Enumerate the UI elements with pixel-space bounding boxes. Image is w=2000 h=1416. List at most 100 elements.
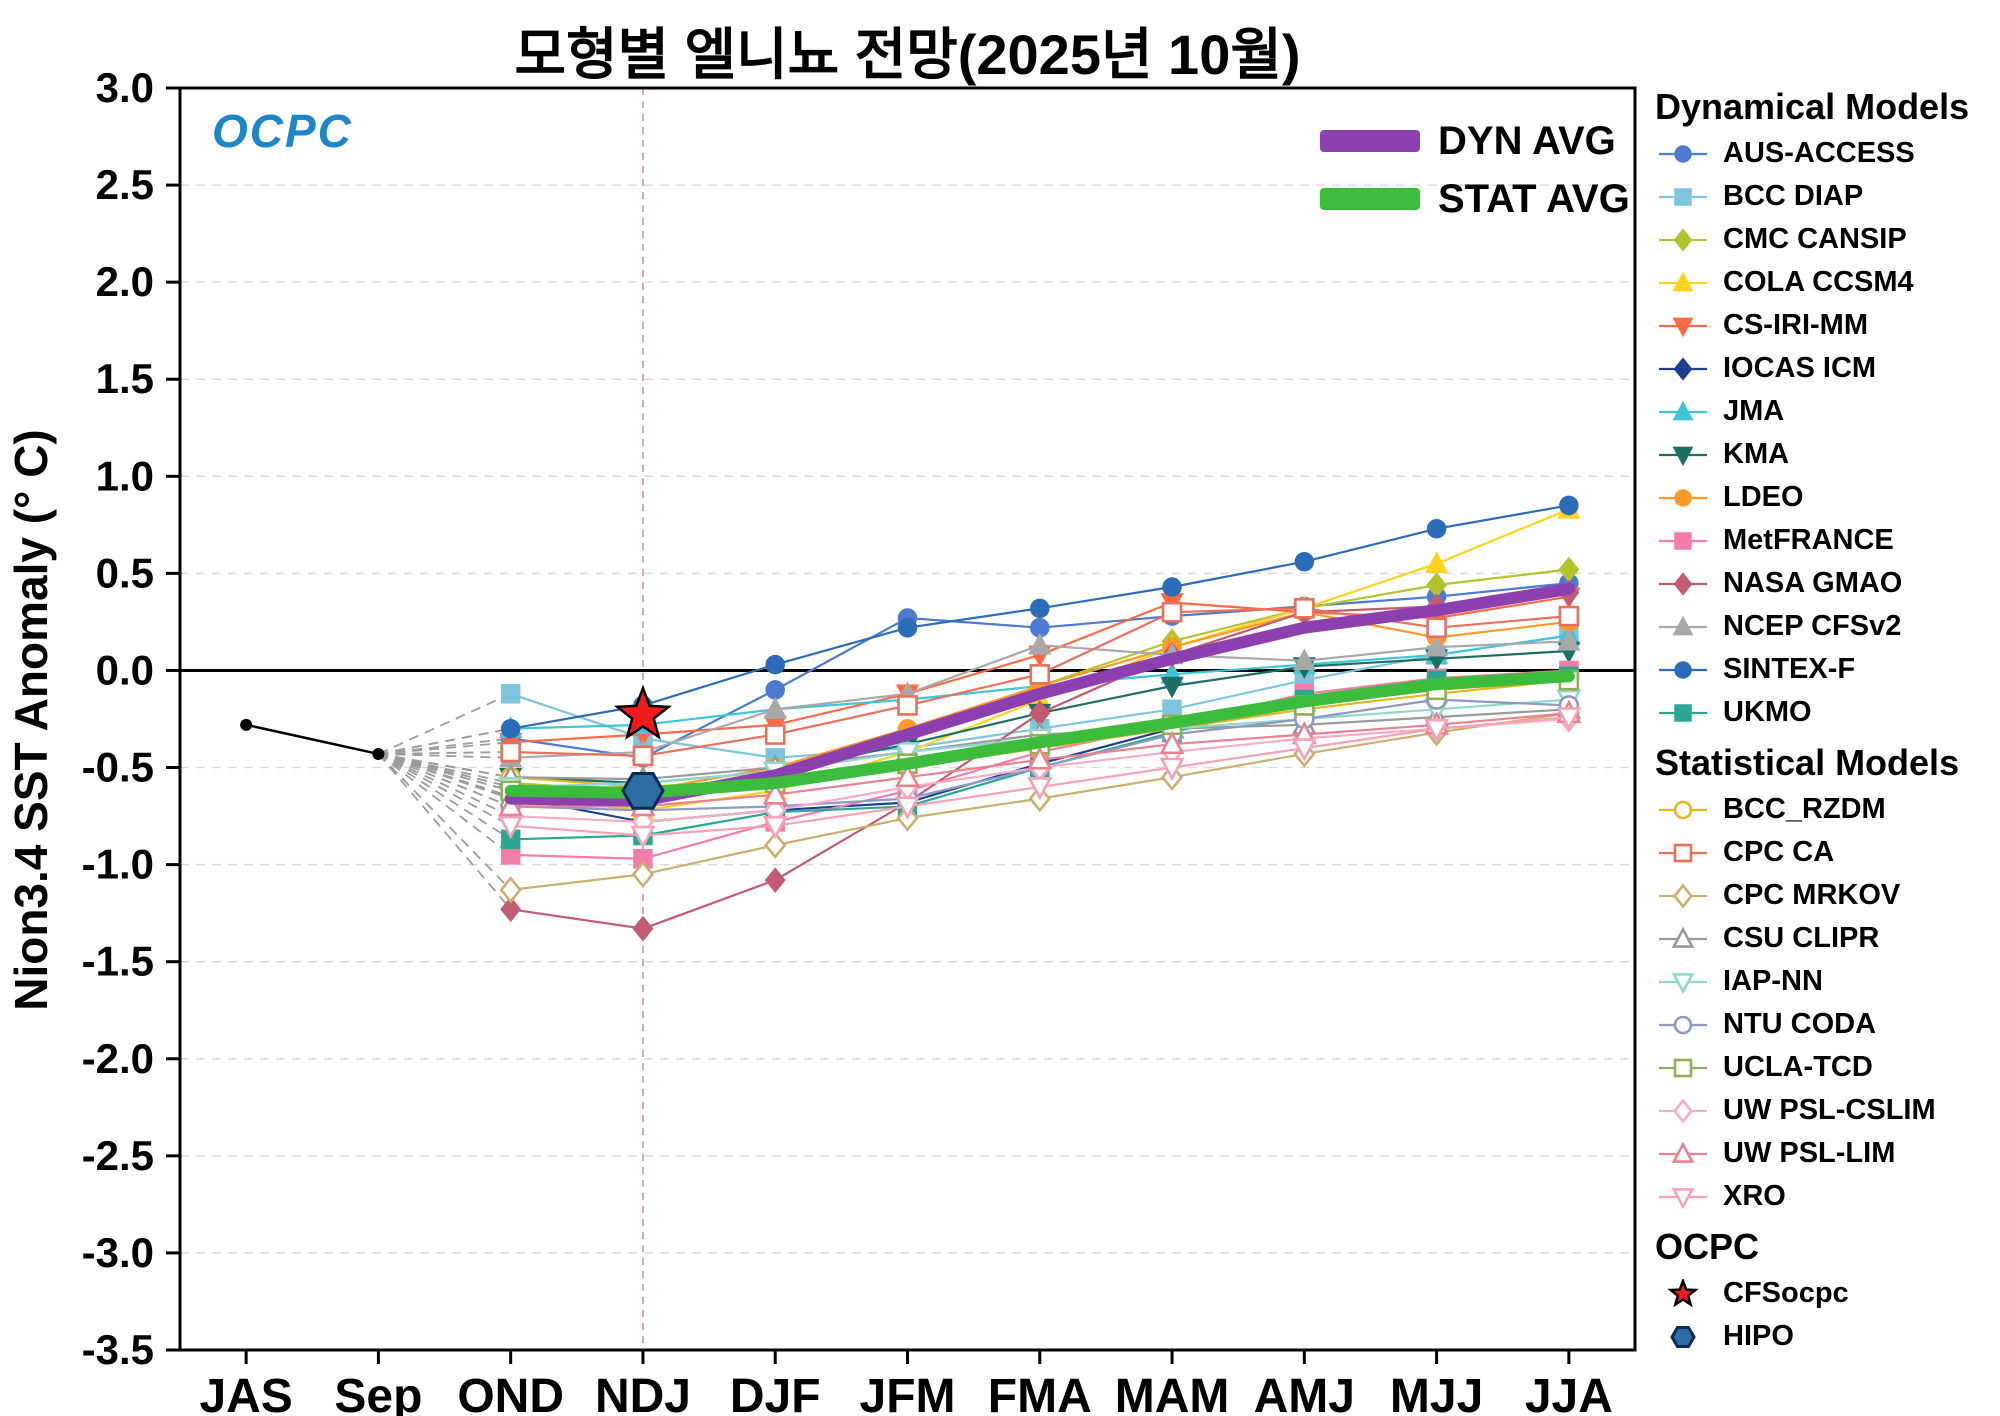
dyn-avg-label: DYN AVG <box>1438 118 1616 163</box>
square-icon <box>1659 843 1707 862</box>
ocpc-logo: OCPC <box>212 105 353 157</box>
legend-item-label: XRO <box>1723 1180 1786 1212</box>
triangle-down-icon <box>1659 317 1707 337</box>
triangle-up-icon <box>1659 615 1707 635</box>
legend-dynamical-header: Dynamical Models <box>1655 86 1970 127</box>
legend-item: UKMO <box>1655 691 2000 734</box>
svg-text:Sep: Sep <box>334 1370 422 1416</box>
legend-item-label: JMA <box>1723 395 1785 427</box>
legend-item: SINTEX-F <box>1655 648 2000 691</box>
diamond-icon <box>1659 356 1707 381</box>
svg-text:AMJ: AMJ <box>1254 1370 1355 1416</box>
svg-text:MJJ: MJJ <box>1390 1370 1483 1416</box>
circle-icon <box>1659 144 1707 163</box>
dyn-avg-legend-row: DYN AVG <box>1320 112 1630 170</box>
legend-ocpc-header: OCPC <box>1655 1226 1760 1267</box>
legend-item-label: BCC DIAP <box>1723 180 1864 212</box>
triangle-down-icon <box>1659 972 1707 994</box>
svg-text:-1.5: -1.5 <box>82 938 154 985</box>
svg-text:JJA: JJA <box>1525 1370 1613 1416</box>
triangle-up-icon <box>1659 926 1707 948</box>
legend-item-label: NCEP CFSv2 <box>1723 610 1902 642</box>
legend-item: IOCAS ICM <box>1655 347 2000 390</box>
legend-ocpc-list: CFSocpc HIPO <box>1655 1272 2000 1358</box>
legend-item-label: IOCAS ICM <box>1723 352 1877 384</box>
svg-text:2.5: 2.5 <box>96 161 154 208</box>
legend-item: KMA <box>1655 433 2000 476</box>
legend-item: UCLA-TCD <box>1655 1046 2000 1089</box>
diamond-icon <box>1659 883 1707 908</box>
svg-text:-3.0: -3.0 <box>82 1229 154 1276</box>
legend-item-label: AUS-ACCESS <box>1723 137 1915 169</box>
svg-text:DJF: DJF <box>730 1370 821 1416</box>
legend-item: CPC CA <box>1655 831 2000 874</box>
legend-item-label: CSU CLIPR <box>1723 922 1880 954</box>
legend-item: IAP-NN <box>1655 960 2000 1003</box>
legend-item-label: UW PSL-LIM <box>1723 1137 1896 1169</box>
dyn-avg-swatch <box>1320 130 1420 152</box>
legend-item: CMC CANSIP <box>1655 218 2000 261</box>
svg-text:OND: OND <box>457 1370 564 1416</box>
legend-item-label: COLA CCSM4 <box>1723 266 1914 298</box>
stat-avg-legend-row: STAT AVG <box>1320 170 1630 228</box>
average-legend: DYN AVG STAT AVG <box>1320 112 1630 228</box>
legend-item-label: CS-IRI-MM <box>1723 309 1868 341</box>
svg-text:3.0: 3.0 <box>96 64 154 111</box>
legend-item: HIPO <box>1655 1315 2000 1358</box>
legend-item-label: CMC CANSIP <box>1723 223 1907 255</box>
star-icon <box>1667 1278 1699 1307</box>
legend-item: AUS-ACCESS <box>1655 132 2000 175</box>
svg-text:-3.5: -3.5 <box>82 1326 154 1373</box>
legend-item-label: HIPO <box>1723 1320 1794 1352</box>
svg-text:JAS: JAS <box>199 1370 292 1416</box>
legend-statistical-list: BCC_RZDM CPC CA CPC MRKOV CSU CLIPR IAP-NN NT… <box>1655 788 2000 1218</box>
legend-item: XRO <box>1655 1175 2000 1218</box>
legend-item: COLA CCSM4 <box>1655 261 2000 304</box>
stat-avg-label: STAT AVG <box>1438 176 1630 221</box>
y-axis-label: Nion3.4 SST Anomaly (° C) <box>5 429 57 1011</box>
legend-item-label: SINTEX-F <box>1723 653 1856 685</box>
legend-item: UW PSL-LIM <box>1655 1132 2000 1175</box>
legend-panel: Dynamical Models AUS-ACCESS BCC DIAP CMC C… <box>1655 78 2000 1358</box>
svg-text:-2.0: -2.0 <box>82 1035 154 1082</box>
stat-avg-swatch <box>1320 188 1420 210</box>
svg-text:0.5: 0.5 <box>96 549 154 596</box>
chart-title: 모형별 엘니뇨 전망(2025년 10월) <box>514 23 1301 86</box>
svg-text:1.0: 1.0 <box>96 452 154 499</box>
triangle-up-icon <box>1659 400 1707 420</box>
legend-item-label: NTU CODA <box>1723 1008 1877 1040</box>
svg-text:FMA: FMA <box>988 1370 1092 1416</box>
svg-text:-1.0: -1.0 <box>82 841 154 888</box>
svg-text:MAM: MAM <box>1115 1370 1230 1416</box>
legend-dynamical-list: AUS-ACCESS BCC DIAP CMC CANSIP COLA CCSM4 CS… <box>1655 132 2000 734</box>
legend-item-label: CFSocpc <box>1723 1277 1849 1309</box>
legend-item-label: MetFRANCE <box>1723 524 1894 556</box>
circle-icon <box>1659 660 1707 679</box>
circle-icon <box>1659 800 1707 819</box>
legend-item: NASA GMAO <box>1655 562 2000 605</box>
svg-text:2.0: 2.0 <box>96 258 154 305</box>
legend-item: JMA <box>1655 390 2000 433</box>
legend-item-label: UW PSL-CSLIM <box>1723 1094 1936 1126</box>
circle-icon <box>1659 488 1707 507</box>
legend-item: UW PSL-CSLIM <box>1655 1089 2000 1132</box>
square-icon <box>1659 1058 1707 1077</box>
legend-item: CS-IRI-MM <box>1655 304 2000 347</box>
svg-text:0.0: 0.0 <box>96 646 154 693</box>
diamond-icon <box>1659 227 1707 252</box>
svg-text:-0.5: -0.5 <box>82 744 154 791</box>
square-icon <box>1659 703 1707 722</box>
diamond-icon <box>1659 1098 1707 1123</box>
svg-text:JFM: JFM <box>860 1370 956 1416</box>
legend-item: NTU CODA <box>1655 1003 2000 1046</box>
legend-item-label: NASA GMAO <box>1723 567 1903 599</box>
legend-item: BCC DIAP <box>1655 175 2000 218</box>
legend-item: CPC MRKOV <box>1655 874 2000 917</box>
svg-text:-2.5: -2.5 <box>82 1132 154 1179</box>
square-icon <box>1659 187 1707 206</box>
legend-statistical-header: Statistical Models <box>1655 742 1960 783</box>
triangle-up-icon <box>1659 1141 1707 1163</box>
legend-item-label: BCC_RZDM <box>1723 793 1886 825</box>
